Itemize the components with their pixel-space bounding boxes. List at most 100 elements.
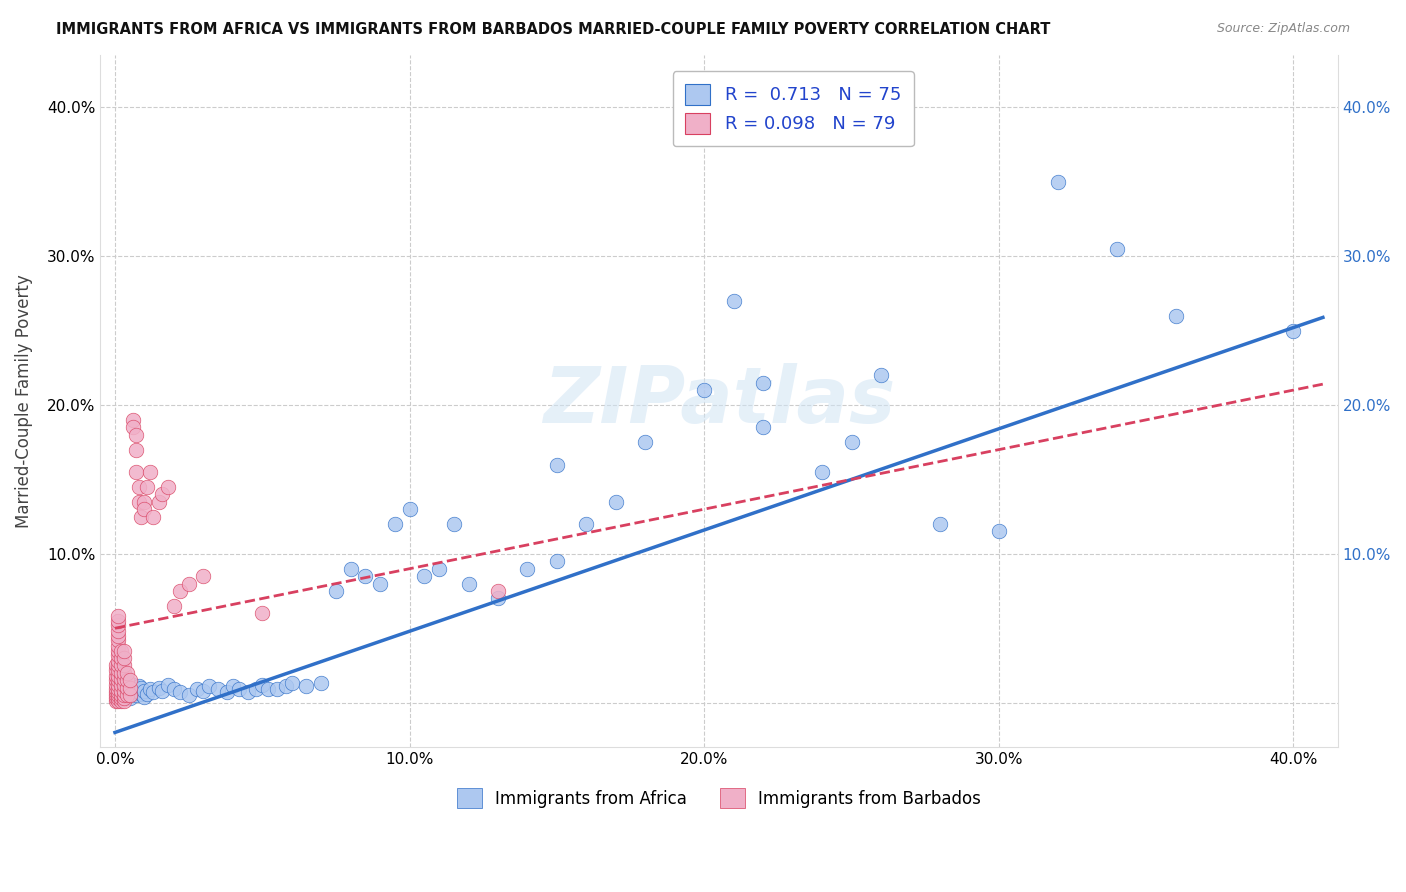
Point	[110, 694, 132, 708]
Text: Source: ZipAtlas.com: Source: ZipAtlas.com	[1216, 22, 1350, 36]
Point	[136, 480, 159, 494]
Point	[110, 658, 132, 673]
Point	[131, 509, 153, 524]
Point	[252, 607, 274, 621]
Point	[115, 685, 138, 699]
Point	[228, 682, 250, 697]
Point	[112, 691, 135, 706]
Point	[1282, 324, 1305, 338]
Point	[110, 681, 132, 695]
Point	[368, 576, 391, 591]
Point	[134, 494, 156, 508]
Point	[148, 681, 170, 695]
Point	[128, 494, 150, 508]
Point	[112, 682, 135, 697]
Point	[107, 694, 129, 708]
Point	[693, 383, 716, 397]
Point	[112, 678, 135, 692]
Point	[634, 435, 657, 450]
Point	[118, 681, 141, 695]
Point	[398, 502, 420, 516]
Point	[118, 687, 141, 701]
Point	[309, 676, 332, 690]
Point	[384, 517, 406, 532]
Point	[987, 524, 1010, 539]
Point	[107, 633, 129, 648]
Point	[107, 643, 129, 657]
Point	[115, 673, 138, 688]
Point	[443, 517, 465, 532]
Point	[112, 688, 135, 702]
Point	[354, 569, 377, 583]
Point	[281, 676, 304, 690]
Point	[115, 665, 138, 680]
Point	[148, 494, 170, 508]
Point	[156, 480, 179, 494]
Point	[107, 678, 129, 692]
Point	[193, 569, 215, 583]
Point	[107, 609, 129, 624]
Point	[107, 629, 129, 643]
Point	[110, 687, 132, 701]
Point	[486, 591, 509, 606]
Point	[274, 679, 297, 693]
Point	[413, 569, 436, 583]
Point	[112, 683, 135, 698]
Point	[236, 685, 259, 699]
Point	[215, 685, 238, 699]
Point	[124, 688, 146, 702]
Point	[427, 562, 450, 576]
Point	[107, 688, 129, 702]
Point	[121, 420, 143, 434]
Point	[118, 673, 141, 688]
Point	[107, 673, 129, 688]
Point	[486, 584, 509, 599]
Point	[107, 648, 129, 662]
Point	[870, 368, 893, 383]
Point	[193, 683, 215, 698]
Point	[105, 691, 128, 706]
Text: IMMIGRANTS FROM AFRICA VS IMMIGRANTS FROM BARBADOS MARRIED-COUPLE FAMILY POVERTY: IMMIGRANTS FROM AFRICA VS IMMIGRANTS FRO…	[56, 22, 1050, 37]
Point	[186, 682, 208, 697]
Point	[128, 679, 150, 693]
Point	[118, 688, 141, 702]
Point	[207, 682, 229, 697]
Point	[841, 435, 863, 450]
Point	[150, 487, 173, 501]
Point	[107, 688, 129, 702]
Point	[1046, 175, 1069, 189]
Point	[139, 465, 162, 479]
Point	[198, 679, 221, 693]
Point	[163, 682, 186, 697]
Point	[105, 663, 128, 677]
Point	[110, 678, 132, 692]
Point	[118, 691, 141, 706]
Point	[752, 420, 775, 434]
Point	[1164, 309, 1187, 323]
Point	[928, 517, 950, 532]
Point	[142, 509, 165, 524]
Point	[252, 678, 274, 692]
Point	[115, 679, 138, 693]
Point	[107, 685, 129, 699]
Point	[105, 682, 128, 697]
Point	[266, 682, 288, 697]
Point	[107, 663, 129, 677]
Point	[121, 413, 143, 427]
Point	[295, 679, 318, 693]
Point	[128, 480, 150, 494]
Legend: Immigrants from Africa, Immigrants from Barbados: Immigrants from Africa, Immigrants from …	[450, 781, 988, 815]
Point	[131, 681, 153, 695]
Point	[110, 691, 132, 706]
Point	[177, 688, 200, 702]
Point	[516, 562, 538, 576]
Point	[110, 683, 132, 698]
Point	[457, 576, 479, 591]
Point	[150, 683, 173, 698]
Point	[105, 694, 128, 708]
Point	[105, 678, 128, 692]
Point	[107, 614, 129, 628]
Point	[112, 690, 135, 704]
Point	[110, 672, 132, 686]
Point	[139, 682, 162, 697]
